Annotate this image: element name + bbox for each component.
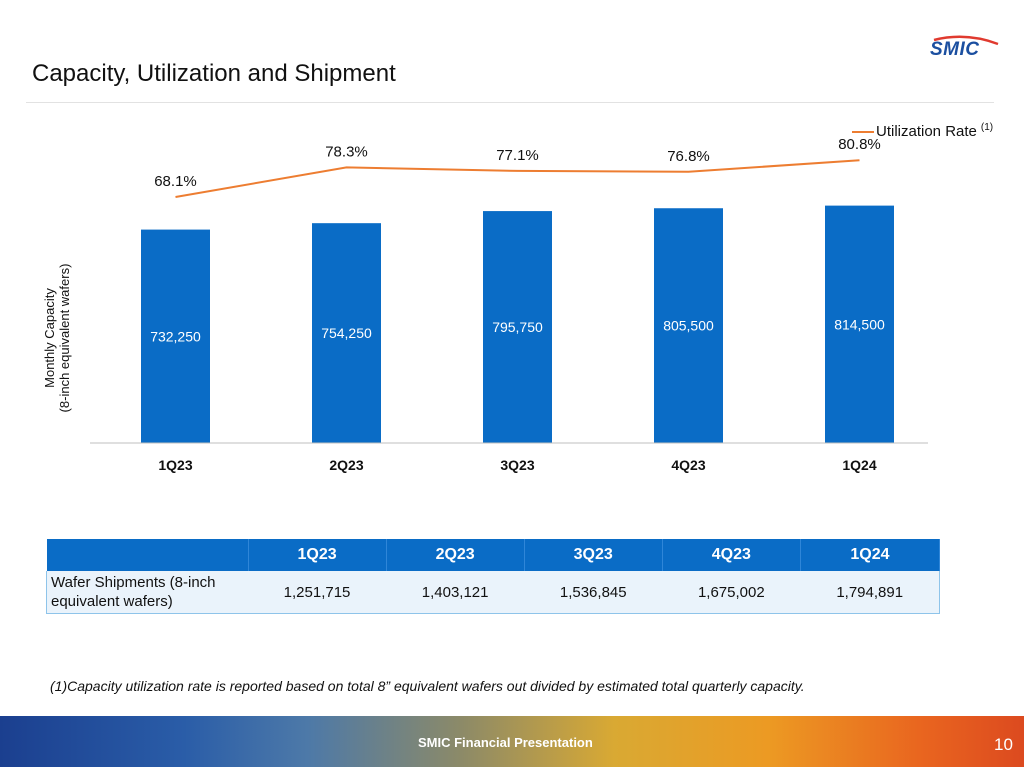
legend-line-swatch bbox=[852, 131, 874, 134]
table-cell: 1,403,121 bbox=[386, 571, 525, 614]
table-header-cell: 2Q23 bbox=[386, 539, 525, 571]
table-header-cell: 1Q23 bbox=[248, 539, 387, 571]
capacity-bar bbox=[312, 223, 381, 443]
x-tick-label: 1Q23 bbox=[158, 457, 192, 473]
y-axis-label-line1: Monthly Capacity bbox=[42, 288, 57, 388]
bar-value-label: 754,250 bbox=[321, 325, 372, 341]
table-cell: 1,675,002 bbox=[662, 571, 801, 614]
table-header-row: 1Q23 2Q23 3Q23 4Q23 1Q24 bbox=[46, 539, 941, 571]
x-tick-label: 2Q23 bbox=[329, 457, 363, 473]
page-number: 10 bbox=[994, 735, 1013, 754]
chart-legend: Utilization Rate (1) bbox=[852, 122, 993, 140]
y-axis-label-line2: (8-inch equivalent wafers) bbox=[57, 263, 72, 413]
utilization-label: 78.3% bbox=[325, 143, 368, 160]
wafer-shipments-table: 1Q23 2Q23 3Q23 4Q23 1Q24 Wafer Shipments… bbox=[46, 539, 941, 614]
y-axis-label: Monthly Capacity (8-inch equivalent wafe… bbox=[42, 238, 72, 438]
bar-value-label: 814,500 bbox=[834, 316, 885, 332]
row-label-line2: equivalent wafers) bbox=[51, 593, 173, 610]
x-tick-label: 4Q23 bbox=[671, 457, 705, 473]
table-cell: 1,536,845 bbox=[524, 571, 663, 614]
table-cell: 1,794,891 bbox=[800, 571, 941, 614]
utilization-label: 80.8% bbox=[838, 136, 881, 153]
capacity-chart: 732,250 754,250 795,750 805,500 814,500 1Q23… bbox=[90, 136, 928, 473]
table-header-cell: 1Q24 bbox=[800, 539, 941, 571]
table-header-cell: 4Q23 bbox=[662, 539, 801, 571]
page-title: Capacity, Utilization and Shipment bbox=[32, 60, 396, 87]
capacity-bar bbox=[825, 205, 894, 443]
utilization-label: 68.1% bbox=[154, 173, 197, 190]
logo-text: SMIC bbox=[930, 39, 980, 60]
footer-band bbox=[0, 716, 1024, 767]
bar-value-label: 805,500 bbox=[663, 318, 714, 334]
footnote: (1)Capacity utilization rate is reported… bbox=[50, 678, 805, 694]
x-tick-label: 3Q23 bbox=[500, 457, 534, 473]
legend-note: (1) bbox=[980, 122, 994, 133]
row-label-line1: Wafer Shipments (8-inch bbox=[51, 574, 216, 591]
title-divider bbox=[26, 102, 994, 103]
logo-swoosh-icon bbox=[933, 35, 999, 46]
table-header-cell: 3Q23 bbox=[524, 539, 663, 571]
legend-label: Utilization Rate bbox=[876, 123, 977, 140]
footer-title: SMIC Financial Presentation bbox=[418, 735, 593, 750]
bar-value-label: 795,750 bbox=[492, 319, 543, 335]
x-tick-label: 1Q24 bbox=[842, 457, 876, 473]
bar-value-label: 732,250 bbox=[150, 328, 201, 344]
table-row: Wafer Shipments (8-inch equivalent wafer… bbox=[46, 571, 941, 614]
table-header-blank bbox=[46, 539, 249, 571]
utilization-label: 77.1% bbox=[496, 147, 539, 164]
utilization-line bbox=[175, 159, 860, 198]
smic-logo: SMIC bbox=[926, 34, 1000, 68]
table-row-label: Wafer Shipments (8-inch equivalent wafer… bbox=[46, 571, 248, 614]
utilization-label: 76.8% bbox=[667, 148, 710, 165]
capacity-bar bbox=[483, 211, 552, 443]
table-cell: 1,251,715 bbox=[248, 571, 387, 614]
capacity-bar bbox=[141, 229, 210, 443]
capacity-bar bbox=[654, 208, 723, 443]
